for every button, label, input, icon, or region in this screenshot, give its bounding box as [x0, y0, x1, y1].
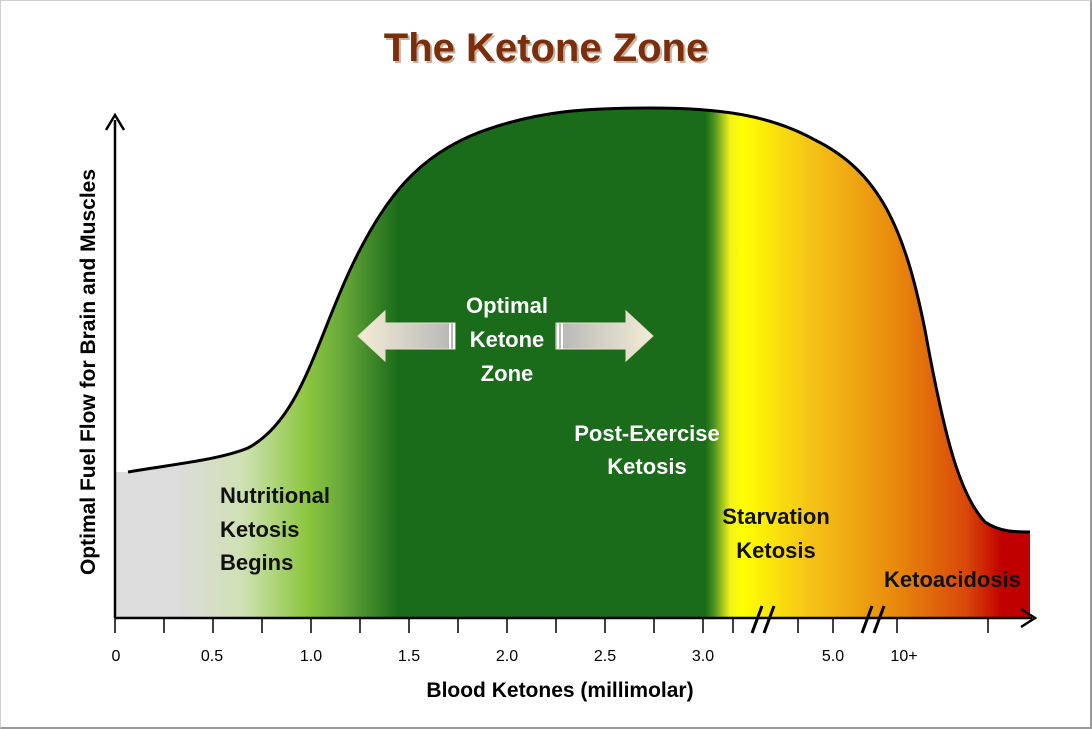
zone-label-line: Zone: [481, 361, 534, 386]
x-axis-ticks: [114, 618, 989, 633]
x-tick-label: 1.5: [398, 648, 420, 665]
axis-break-2: [860, 605, 886, 634]
x-tick-label: 3.0: [692, 648, 714, 665]
axis-break-1: [750, 605, 776, 634]
x-tick-label: 0: [112, 648, 121, 665]
zone-label-line: Optimal: [466, 293, 548, 318]
zone-label-line: Post-Exercise: [574, 421, 720, 446]
zone-label-line: Ketosis: [607, 454, 686, 479]
zone-label-line: Begins: [220, 550, 293, 575]
zone-label-post-exercise-ketosis: Post-Exercise Ketosis: [574, 421, 720, 479]
zone-label-line: Starvation: [722, 504, 830, 529]
zone-label-optimal-ketone-zone: Optimal Ketone Zone: [466, 293, 548, 386]
x-tick-label: 10+: [890, 648, 917, 665]
chart-title: The Ketone Zone: [384, 26, 708, 70]
zone-label-line: Ketosis: [736, 538, 815, 563]
chart-title-shadow: The Ketone Zone: [386, 28, 710, 72]
zone-label-line: Ketoacidosis: [884, 567, 1021, 592]
zone-label-ketoacidosis: Ketoacidosis: [884, 567, 1021, 592]
x-axis-arrow-icon: [1020, 607, 1038, 629]
zone-label-line: Ketosis: [220, 517, 299, 542]
zone-label-line: Nutritional: [220, 483, 330, 508]
optimal-range-double-arrow-icon: [357, 309, 654, 363]
y-axis-label: Optimal Fuel Flow for Brain and Muscles: [77, 169, 100, 575]
zone-label-nutritional-ketosis: Nutritional Ketosis Begins: [220, 483, 330, 575]
fuel-flow-curve: [127, 106, 1031, 534]
x-tick-label: 1.0: [300, 648, 322, 665]
x-axis-label: Blood Ketones (millimolar): [426, 679, 693, 702]
zone-label-line: Ketone: [470, 327, 545, 352]
x-tick-label: 2.0: [496, 648, 518, 665]
x-tick-label: 5.0: [822, 648, 844, 665]
x-tick-label: 2.5: [594, 648, 616, 665]
x-tick-label: 0.5: [201, 648, 223, 665]
ketone-zone-area: [115, 108, 1030, 618]
zone-label-starvation-ketosis: Starvation Ketosis: [722, 504, 830, 563]
y-axis: [104, 112, 126, 618]
y-axis-arrow-icon: [104, 112, 126, 131]
